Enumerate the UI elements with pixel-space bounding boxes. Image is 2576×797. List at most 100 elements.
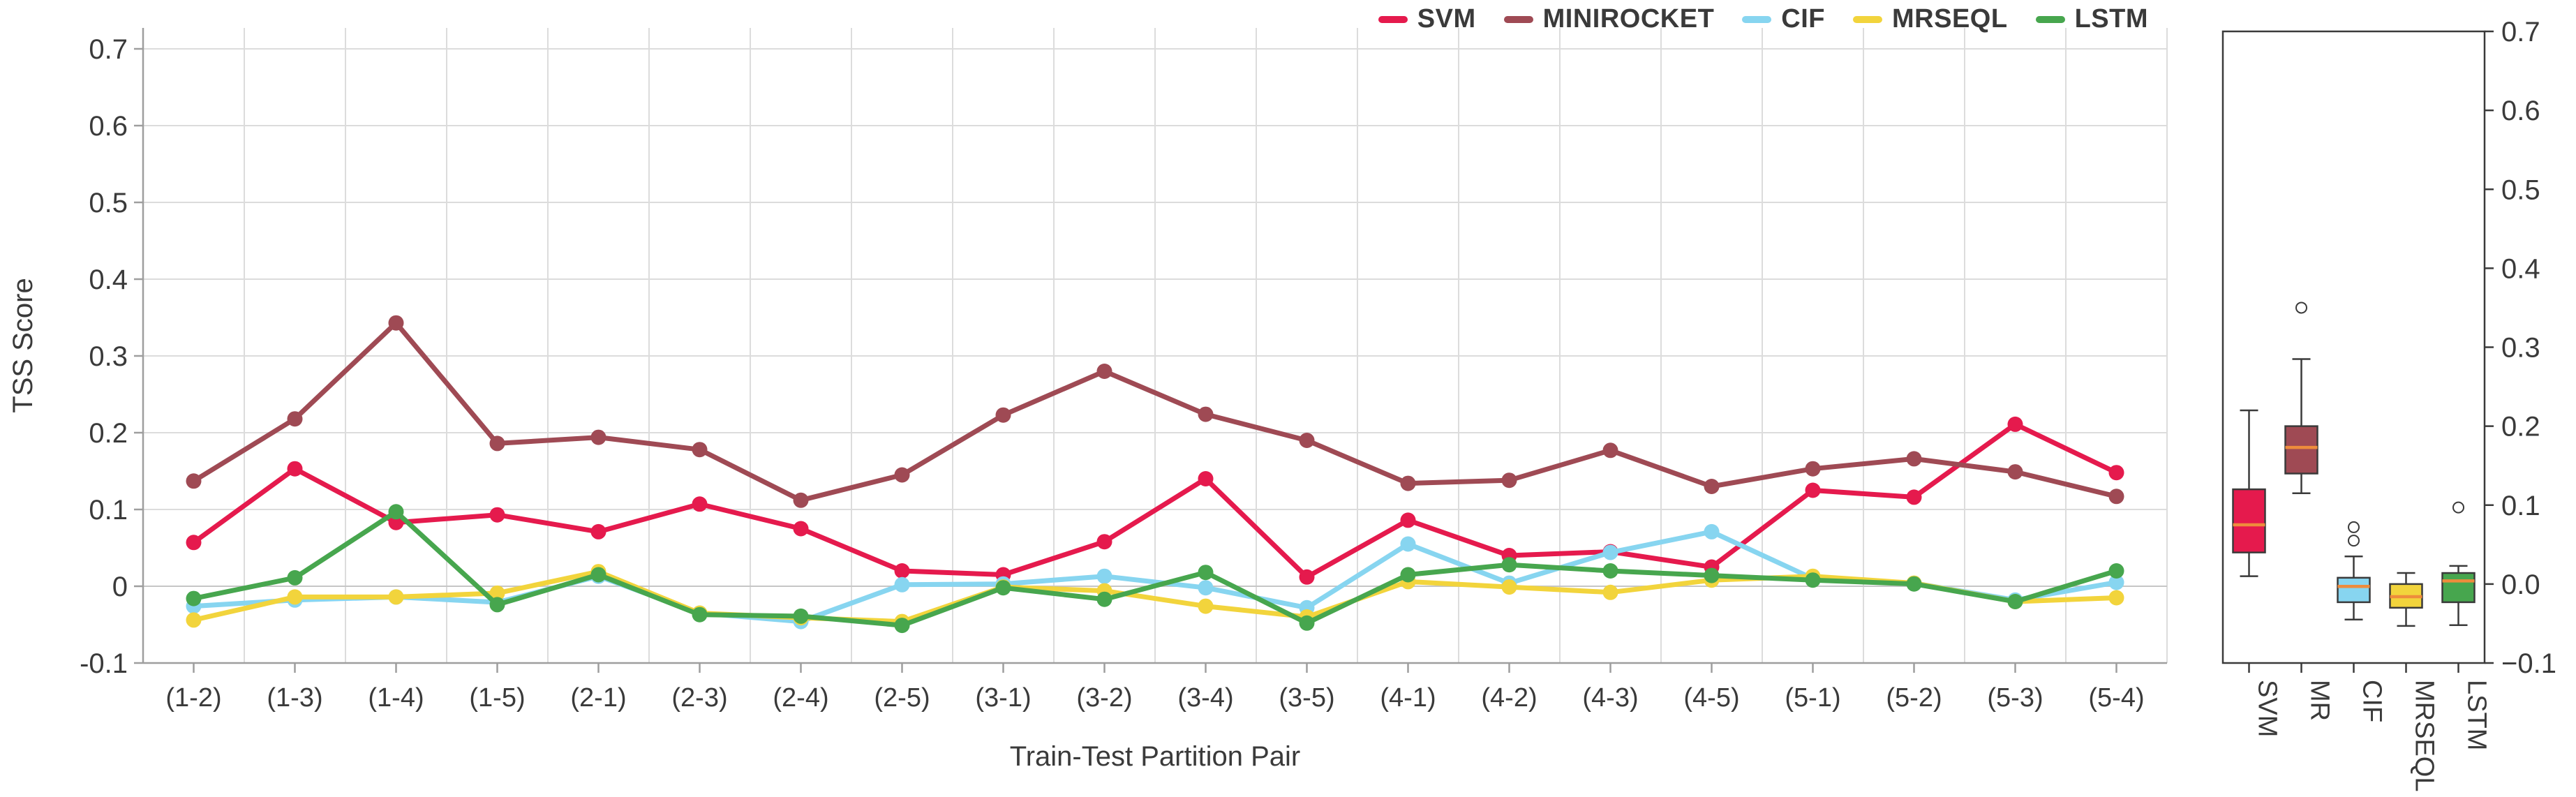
box-rect-svm bbox=[2232, 488, 2266, 553]
data-point-minirocket bbox=[793, 492, 809, 508]
box-y-tick-label: 0.5 bbox=[2501, 174, 2540, 205]
x-tick-label: (2-5) bbox=[874, 683, 930, 713]
data-point-lstm bbox=[1096, 591, 1112, 607]
data-point-lstm bbox=[1906, 576, 1922, 592]
main-axes: 0.7 0.6 0.5 0.4 0.3 0.2 0.1 0 -0.1 (1-2) (1-3) (1-4… bbox=[80, 28, 2167, 713]
box-rect-lstm bbox=[2441, 572, 2476, 604]
box-mr bbox=[2284, 301, 2318, 495]
data-point-lstm bbox=[1704, 567, 1720, 583]
box-lstm bbox=[2441, 501, 2476, 626]
x-tick-label: (2-1) bbox=[570, 683, 626, 713]
legend-label: MRSEQL bbox=[1892, 4, 2008, 33]
y-tick-label: 0.2 bbox=[89, 418, 128, 449]
box-y-tick-label: −0.1 bbox=[2501, 648, 2556, 679]
y-tick-label: 0 bbox=[112, 572, 128, 602]
x-tick-label: (4-1) bbox=[1380, 683, 1436, 713]
data-point-lstm bbox=[186, 590, 202, 606]
data-point-svm bbox=[1906, 489, 1922, 505]
legend-label: MINIROCKET bbox=[1542, 4, 1715, 33]
x-tick-label: (1-4) bbox=[368, 683, 424, 713]
data-point-lstm bbox=[590, 567, 606, 583]
data-point-mrseql bbox=[388, 589, 404, 605]
series-line-svm bbox=[191, 422, 2119, 580]
data-point-mrseql bbox=[489, 585, 505, 601]
data-point-cif bbox=[1096, 568, 1112, 584]
x-tick-label: (3-1) bbox=[975, 683, 1031, 713]
data-point-svm bbox=[1299, 569, 1315, 585]
legend-swatch-icon bbox=[1378, 15, 1408, 23]
data-point-lstm bbox=[489, 597, 505, 613]
data-point-minirocket bbox=[692, 442, 708, 458]
data-point-minirocket bbox=[489, 435, 505, 452]
data-point-minirocket bbox=[2007, 464, 2023, 480]
box-rect-mr bbox=[2284, 425, 2318, 475]
box-y-tick-label: 0.7 bbox=[2501, 17, 2540, 47]
data-point-mrseql bbox=[287, 589, 303, 605]
box-y-tick-label: 0.3 bbox=[2501, 333, 2540, 364]
legend-swatch-icon bbox=[2035, 15, 2065, 23]
data-point-minirocket bbox=[1096, 364, 1112, 379]
data-point-minirocket bbox=[1805, 461, 1821, 477]
y-tick-label: 0.4 bbox=[89, 265, 128, 295]
box-mrseql bbox=[2389, 572, 2423, 627]
data-point-cif bbox=[894, 576, 910, 593]
x-tick-label: (3-4) bbox=[1177, 683, 1233, 713]
legend: SVM MINIROCKET CIF MRSEQL LSTM bbox=[1378, 4, 2148, 34]
box-x-tick-label: CIF bbox=[2358, 680, 2387, 722]
x-tick-label: (3-5) bbox=[1279, 683, 1334, 713]
series-lstm bbox=[186, 504, 2124, 634]
data-point-minirocket bbox=[1400, 475, 1416, 491]
data-point-svm bbox=[186, 535, 202, 551]
y-tick-label: 0.3 bbox=[89, 341, 128, 372]
box-y-tick-label: 0.4 bbox=[2501, 253, 2540, 284]
data-point-lstm bbox=[1501, 557, 1517, 573]
outlier-lstm bbox=[2452, 501, 2464, 514]
box-x-tick-label: SVM bbox=[2253, 680, 2282, 737]
y-tick-label: -0.1 bbox=[80, 648, 128, 679]
x-tick-label: (4-3) bbox=[1582, 683, 1638, 713]
main-gridlines bbox=[143, 28, 2168, 663]
legend-item-mrseql: MRSEQL bbox=[1853, 4, 2008, 34]
data-point-lstm bbox=[1400, 567, 1416, 583]
data-point-svm bbox=[1096, 534, 1112, 550]
data-point-svm bbox=[489, 507, 505, 523]
y-tick-label: 0.7 bbox=[89, 34, 128, 65]
data-point-lstm bbox=[1198, 565, 1214, 581]
box-rect-cif bbox=[2337, 576, 2371, 604]
data-point-lstm bbox=[894, 618, 910, 634]
legend-label: CIF bbox=[1781, 4, 1825, 33]
outlier-mr bbox=[2295, 301, 2307, 314]
data-point-mrseql bbox=[1501, 579, 1517, 595]
legend-item-minirocket: MINIROCKET bbox=[1503, 4, 1715, 34]
y-tick-label: 0.6 bbox=[89, 111, 128, 142]
legend-swatch-icon bbox=[1503, 15, 1533, 23]
box-y-tick-label: 0.1 bbox=[2501, 491, 2540, 521]
series-minirocket bbox=[186, 315, 2124, 508]
data-point-cif bbox=[1198, 580, 1214, 596]
legend-item-lstm: LSTM bbox=[2035, 4, 2148, 34]
legend-label: SVM bbox=[1417, 4, 1476, 33]
box-cif bbox=[2337, 521, 2371, 621]
data-point-svm bbox=[2007, 416, 2023, 432]
data-point-svm bbox=[287, 461, 303, 477]
data-point-lstm bbox=[1299, 615, 1315, 631]
data-point-lstm bbox=[388, 504, 404, 520]
data-point-lstm bbox=[287, 569, 303, 586]
data-point-mrseql bbox=[1602, 584, 1618, 600]
outlier-cif bbox=[2348, 535, 2360, 547]
data-point-minirocket bbox=[1906, 451, 1922, 467]
legend-label: LSTM bbox=[2074, 4, 2148, 33]
data-point-minirocket bbox=[894, 467, 910, 483]
y-tick-label: 0.1 bbox=[89, 495, 128, 526]
data-point-svm bbox=[590, 523, 606, 539]
series-line-minirocket bbox=[191, 320, 2119, 503]
box-x-tick-label: MRSEQL bbox=[2410, 680, 2439, 791]
legend-item-cif: CIF bbox=[1742, 4, 1825, 34]
data-point-lstm bbox=[1805, 572, 1821, 588]
data-point-svm bbox=[2108, 465, 2124, 481]
data-point-svm bbox=[1400, 512, 1416, 528]
x-tick-label: (5-2) bbox=[1886, 683, 1942, 713]
x-tick-label: (5-3) bbox=[1987, 683, 2043, 713]
x-tick-label: (4-5) bbox=[1683, 683, 1739, 713]
